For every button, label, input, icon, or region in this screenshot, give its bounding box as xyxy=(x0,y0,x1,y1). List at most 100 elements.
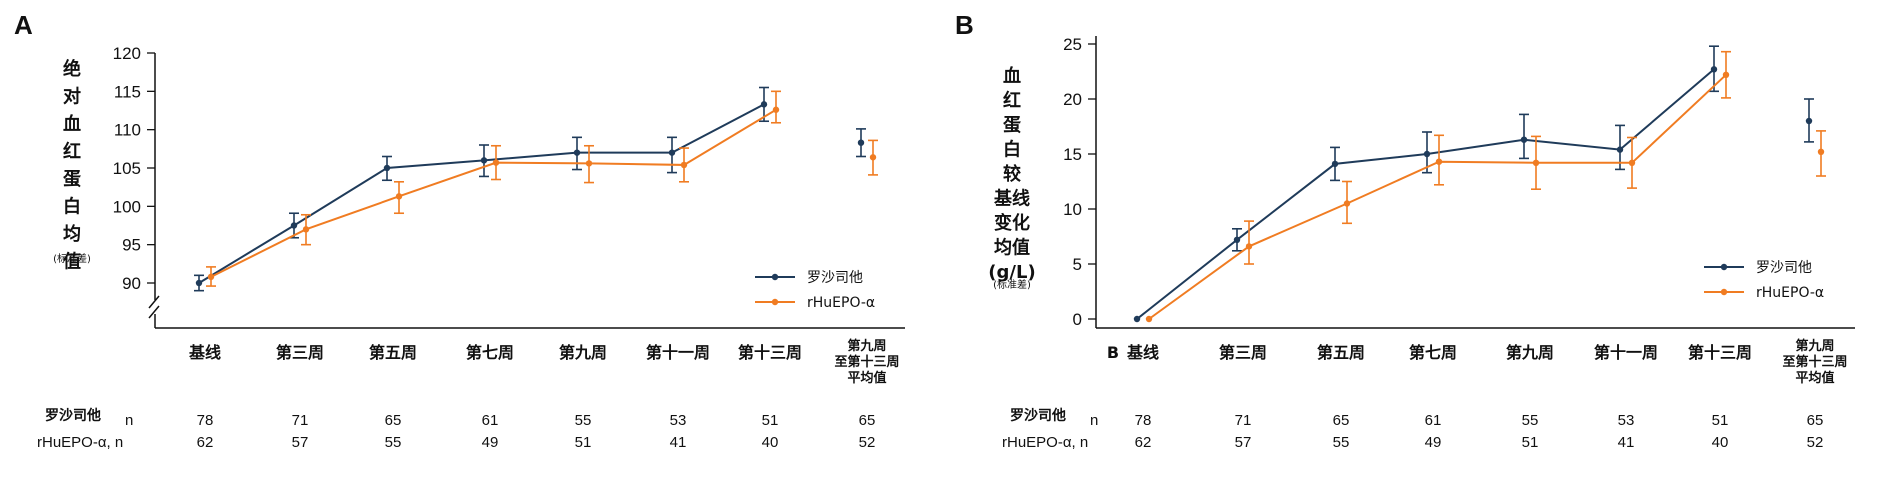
n-row-label-roxadustat: 罗沙司他 xyxy=(45,407,101,424)
n-value-roxadustat: 51 xyxy=(1712,412,1729,429)
data-point xyxy=(668,149,676,156)
legend-marker xyxy=(1720,263,1728,271)
data-point xyxy=(1628,159,1636,166)
n-value-roxadustat: 71 xyxy=(292,412,309,429)
y-axis-label-note: (标准差) xyxy=(53,252,91,265)
data-point xyxy=(1532,159,1540,166)
y-axis-label-note: (标准差) xyxy=(993,278,1031,291)
n-row-label-roxadustat: 罗沙司他 xyxy=(1010,407,1066,424)
x-tick-label-line: 第九周 xyxy=(1795,338,1834,354)
data-point xyxy=(1343,200,1351,207)
y-tick-label: 20 xyxy=(1063,90,1082,109)
y-tick-label: 15 xyxy=(1063,145,1082,164)
y-axis-label-part: 基线 xyxy=(993,188,1030,210)
data-point xyxy=(207,273,215,281)
y-axis-label-part: 血 xyxy=(63,113,81,135)
n-value-rhuepo: 40 xyxy=(1712,434,1729,451)
data-point xyxy=(1435,158,1443,165)
data-point xyxy=(1817,148,1825,155)
n-value-roxadustat: 65 xyxy=(385,412,402,429)
y-tick-label: 105 xyxy=(113,159,141,178)
x-tick-label-line: 至第十三周 xyxy=(1782,354,1847,370)
y-axis-label-part: 血 xyxy=(1003,65,1021,87)
x-tick-label: 第十三周 xyxy=(738,343,802,362)
y-axis-label-part: 值 xyxy=(63,251,81,273)
x-tick-label: 第三周 xyxy=(276,343,324,362)
x-tick-label-line: 至第十三周 xyxy=(834,354,899,370)
data-point xyxy=(302,226,310,233)
panel-label-A: A xyxy=(14,10,33,40)
data-point xyxy=(383,164,391,172)
n-value-roxadustat: 78 xyxy=(1135,412,1152,429)
n-value-rhuepo: 57 xyxy=(1235,434,1252,451)
y-tick-label: 90 xyxy=(122,274,141,293)
series-line-rhuepo xyxy=(1148,74,1727,320)
data-point xyxy=(573,149,581,156)
series-line-roxadustat xyxy=(198,103,765,284)
data-point xyxy=(195,279,203,287)
data-point xyxy=(760,101,768,108)
axis-break-mark xyxy=(148,295,160,309)
legend-marker xyxy=(771,273,779,281)
data-point xyxy=(1331,160,1339,168)
y-tick-label: 5 xyxy=(1073,255,1082,274)
n-value-roxadustat: 53 xyxy=(670,412,687,429)
x-tick-label: 第九周 xyxy=(1506,343,1554,362)
data-point xyxy=(1710,66,1718,73)
y-tick-label: 10 xyxy=(1063,200,1082,219)
data-point xyxy=(857,139,865,146)
data-point xyxy=(1233,236,1241,243)
n-value-rhuepo: 49 xyxy=(482,434,499,451)
n-value-roxadustat: 55 xyxy=(1522,412,1539,429)
data-point xyxy=(1245,243,1253,250)
n-row-label-n: n xyxy=(1090,412,1098,429)
x-tick-label: 第七周 xyxy=(466,343,514,362)
x-tick-label-line: 平均值 xyxy=(1795,370,1834,386)
x-tick-label-line: 第九周 xyxy=(847,338,886,354)
y-axis-label-part: (g/L) xyxy=(988,262,1035,283)
x-tick-label: 第十一周 xyxy=(646,343,710,362)
n-value-rhuepo: 62 xyxy=(197,434,214,451)
x-tick-label-prefix: B xyxy=(1107,343,1119,362)
data-point xyxy=(869,154,877,161)
n-value-roxadustat: 65 xyxy=(1807,412,1824,429)
y-axis-label-part: 蛋 xyxy=(1003,115,1021,136)
y-axis-label-part: 绝 xyxy=(63,58,81,80)
n-value-rhuepo: 57 xyxy=(292,434,309,451)
n-value-rhuepo: 52 xyxy=(859,434,876,451)
n-value-rhuepo: 52 xyxy=(1807,434,1824,451)
n-value-rhuepo: 55 xyxy=(1333,434,1350,451)
y-tick-label: 25 xyxy=(1063,35,1082,54)
axis-break-mark xyxy=(148,305,160,319)
y-axis-label-part: 均值 xyxy=(994,237,1030,259)
n-value-roxadustat: 55 xyxy=(575,412,592,429)
x-tick-label: 基线 xyxy=(188,343,221,362)
n-value-rhuepo: 40 xyxy=(762,434,779,451)
x-tick-label: 第七周 xyxy=(1409,343,1457,362)
n-row-label-rhuepo: rHuEPO-α, n xyxy=(1002,434,1088,451)
y-axis-label-part: 红 xyxy=(1003,90,1021,112)
n-value-roxadustat: 53 xyxy=(1618,412,1635,429)
data-point xyxy=(585,160,593,167)
x-tick-label: 基线 xyxy=(1126,343,1159,362)
n-value-rhuepo: 41 xyxy=(1618,434,1635,451)
n-value-roxadustat: 61 xyxy=(482,412,499,429)
data-point xyxy=(395,193,403,200)
x-tick-label: 第五周 xyxy=(369,343,417,362)
n-value-roxadustat: 78 xyxy=(197,412,214,429)
data-point xyxy=(1133,315,1141,323)
y-tick-label: 110 xyxy=(114,121,141,140)
n-value-rhuepo: 51 xyxy=(575,434,592,451)
y-axis-label-part: 蛋 xyxy=(63,169,81,190)
data-point xyxy=(290,222,298,229)
n-value-rhuepo: 62 xyxy=(1135,434,1152,451)
legend-marker xyxy=(1720,288,1728,296)
data-point xyxy=(1722,71,1730,79)
series-line-roxadustat xyxy=(1136,68,1715,320)
x-tick-label: 第九周 xyxy=(559,343,607,362)
x-tick-label: 第十三周 xyxy=(1688,343,1752,362)
legend-marker xyxy=(771,298,779,306)
n-value-roxadustat: 51 xyxy=(762,412,779,429)
data-point xyxy=(1616,146,1624,153)
x-tick-label: 第三周 xyxy=(1219,343,1267,362)
